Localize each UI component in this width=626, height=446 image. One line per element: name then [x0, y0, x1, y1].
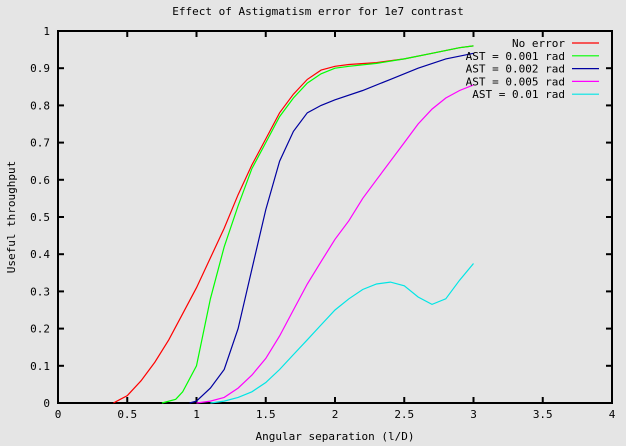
legend-label: AST = 0.01 rad — [472, 88, 565, 101]
x-tick-label: 1 — [193, 408, 200, 421]
x-tick-label: 0 — [55, 408, 62, 421]
x-tick-label: 3.5 — [533, 408, 553, 421]
y-tick-label: 0.8 — [30, 99, 50, 112]
y-tick-label: 0.2 — [30, 323, 50, 336]
y-tick-label: 0.4 — [30, 248, 50, 261]
chart-title: Effect of Astigmatism error for 1e7 cont… — [172, 5, 463, 18]
legend-label: AST = 0.005 rad — [466, 75, 565, 88]
legend-label: AST = 0.001 rad — [466, 50, 565, 63]
legend-label: No error — [512, 37, 565, 50]
y-tick-label: 0.5 — [30, 211, 50, 224]
series-line-2 — [189, 52, 474, 404]
x-tick-label: 2 — [332, 408, 339, 421]
y-tick-label: 1 — [43, 25, 50, 38]
y-tick-label: 0.9 — [30, 62, 50, 75]
x-tick-label: 2.5 — [394, 408, 414, 421]
series-line-0 — [113, 45, 474, 404]
x-axis-label: Angular separation (l/D) — [256, 430, 415, 443]
series-line-4 — [210, 263, 474, 404]
x-tick-label: 3 — [470, 408, 477, 421]
x-tick-label: 0.5 — [117, 408, 137, 421]
y-tick-label: 0 — [43, 397, 50, 410]
legend-label: AST = 0.002 rad — [466, 63, 565, 76]
y-tick-label: 0.6 — [30, 174, 50, 187]
series-line-3 — [196, 84, 474, 404]
y-tick-label: 0.1 — [30, 360, 50, 373]
x-tick-label: 1.5 — [256, 408, 276, 421]
y-tick-label: 0.3 — [30, 285, 50, 298]
y-axis-label: Useful throughput — [5, 161, 18, 274]
series-line-1 — [161, 45, 474, 404]
x-tick-label: 4 — [609, 408, 616, 421]
y-tick-label: 0.7 — [30, 137, 50, 150]
